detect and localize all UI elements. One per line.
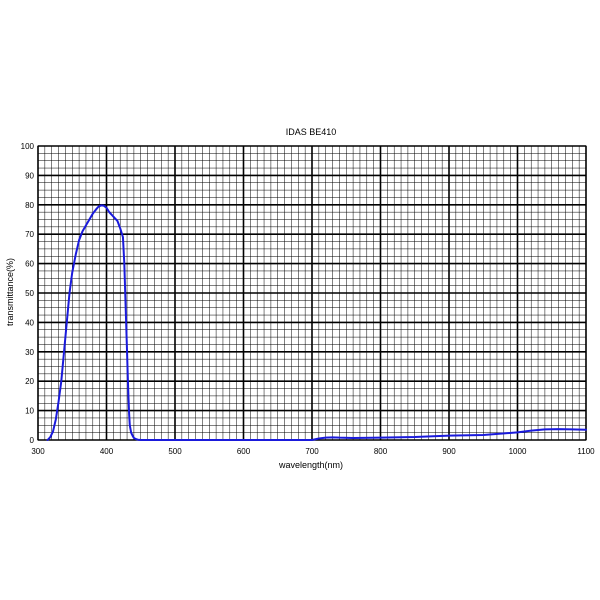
y-tick-label: 30 (25, 348, 34, 357)
y-tick-label: 0 (30, 436, 35, 445)
x-tick-label: 400 (100, 447, 114, 456)
y-tick-label: 10 (25, 407, 34, 416)
y-tick-label: 60 (25, 260, 34, 269)
y-tick-label: 40 (25, 318, 34, 327)
x-tick-label: 1000 (509, 447, 527, 456)
chart-title: IDAS BE410 (286, 127, 337, 137)
y-tick-label: 70 (25, 230, 34, 239)
y-tick-labels: 0 10 20 30 40 50 60 70 80 90 100 (21, 142, 35, 445)
grid (37, 145, 587, 441)
x-tick-label: 700 (305, 447, 319, 456)
x-tick-label: 800 (374, 447, 388, 456)
y-tick-label: 80 (25, 201, 34, 210)
y-tick-label: 90 (25, 171, 34, 180)
x-tick-label: 900 (442, 447, 456, 456)
y-tick-label: 100 (21, 142, 35, 151)
y-axis-label: transmittance(%) (5, 258, 15, 326)
x-tick-label: 500 (168, 447, 182, 456)
x-axis-label: wavelength(nm) (278, 460, 343, 470)
y-tick-label: 20 (25, 377, 34, 386)
series-line-transmittance (46, 204, 587, 441)
x-tick-label: 1100 (577, 447, 595, 456)
x-tick-label: 600 (237, 447, 251, 456)
x-tick-label: 300 (31, 447, 45, 456)
x-tick-labels: 300 400 500 600 700 800 900 1000 1100 (31, 447, 595, 456)
y-tick-label: 50 (25, 289, 34, 298)
